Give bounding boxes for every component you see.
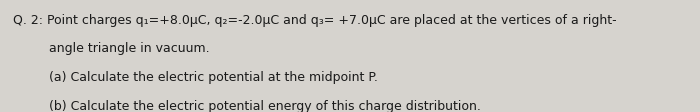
Text: Q. 2: Point charges q₁=+8.0μC, q₂=-2.0μC and q₃= +7.0μC are placed at the vertic: Q. 2: Point charges q₁=+8.0μC, q₂=-2.0μC…: [13, 13, 616, 26]
Text: (a) Calculate the electric potential at the midpoint P.: (a) Calculate the electric potential at …: [13, 71, 377, 83]
Text: (b) Calculate the electric potential energy of this charge distribution.: (b) Calculate the electric potential ene…: [13, 99, 480, 112]
Text: angle triangle in vacuum.: angle triangle in vacuum.: [13, 42, 209, 55]
